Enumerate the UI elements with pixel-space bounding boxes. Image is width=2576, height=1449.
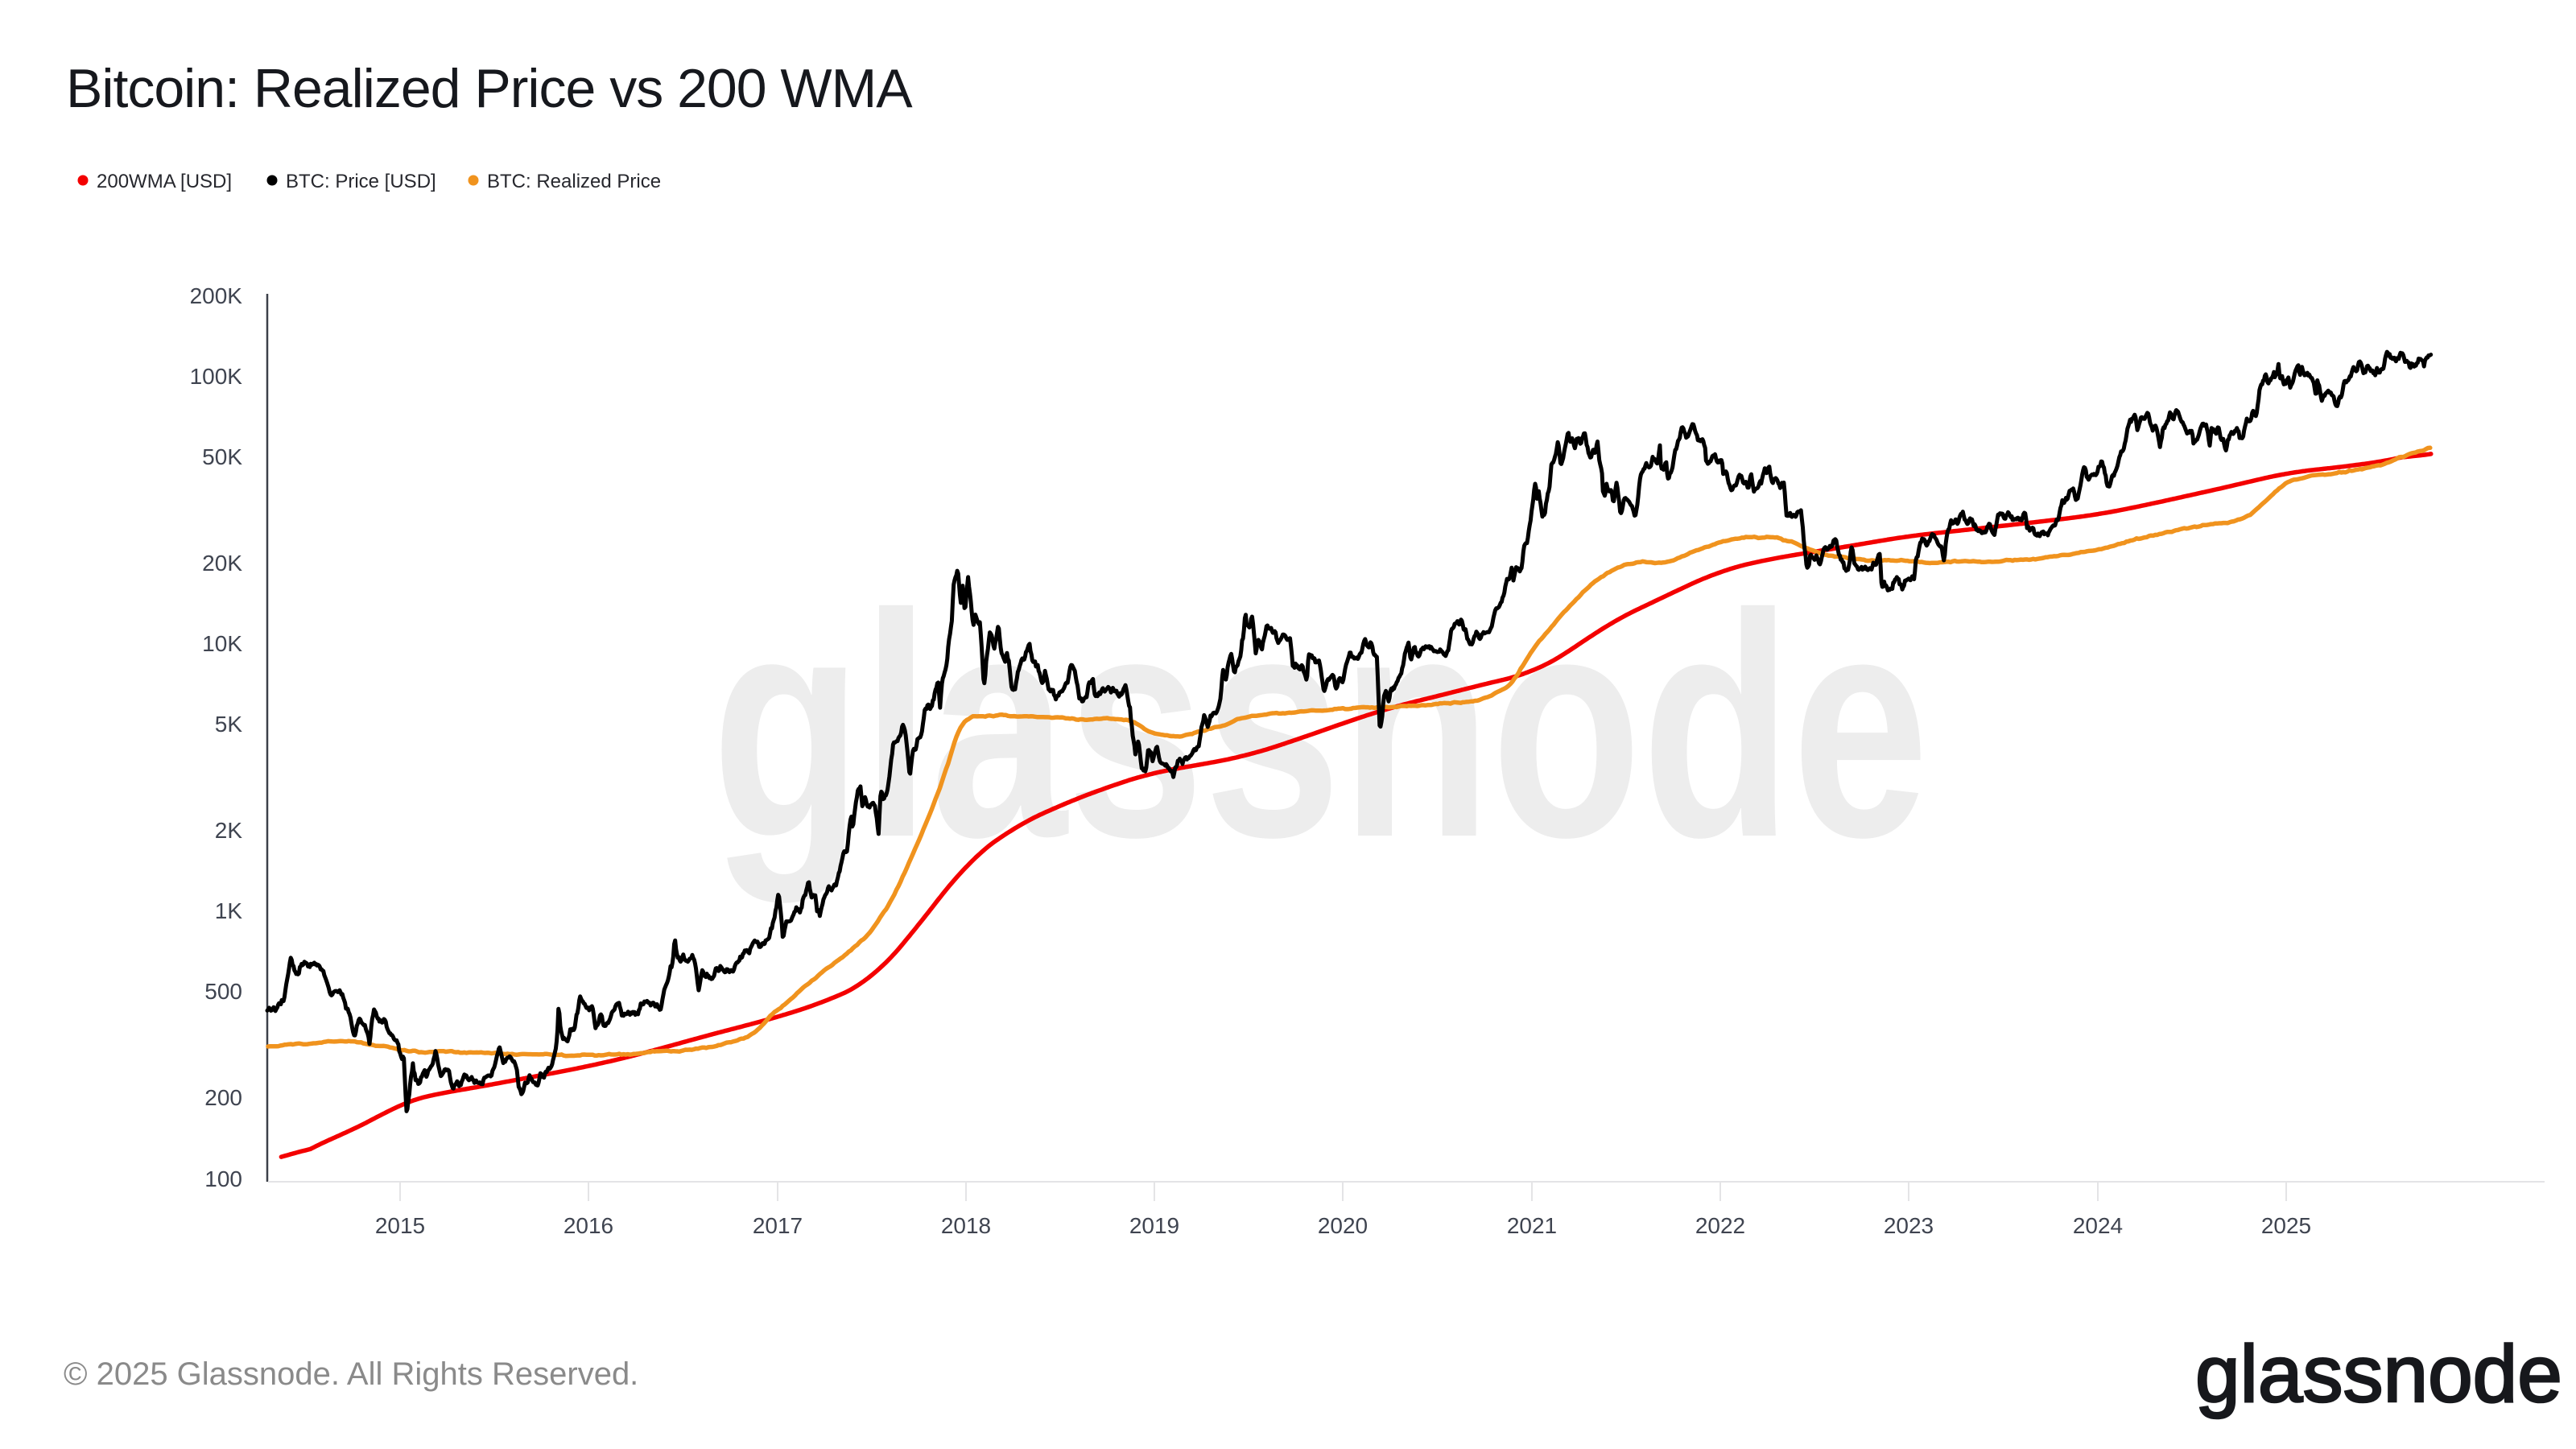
svg-text:1K: 1K <box>215 898 243 923</box>
svg-text:2019: 2019 <box>1129 1213 1179 1238</box>
svg-text:2018: 2018 <box>941 1213 991 1238</box>
svg-text:50K: 50K <box>202 444 242 469</box>
svg-text:200K: 200K <box>190 283 243 308</box>
svg-text:© 2025 Glassnode. All Rights R: © 2025 Glassnode. All Rights Reserved. <box>64 1356 638 1392</box>
svg-text:2016: 2016 <box>564 1213 613 1238</box>
svg-text:500: 500 <box>204 979 242 1004</box>
svg-text:5K: 5K <box>215 712 243 737</box>
svg-text:BTC: Price [USD]: BTC: Price [USD] <box>286 171 436 192</box>
svg-text:2021: 2021 <box>1507 1213 1557 1238</box>
svg-text:100K: 100K <box>190 364 243 389</box>
svg-text:2K: 2K <box>215 818 243 843</box>
svg-text:glassnode: glassnode <box>2195 1329 2562 1419</box>
svg-text:20K: 20K <box>202 551 242 576</box>
svg-text:2024: 2024 <box>2073 1213 2123 1238</box>
svg-text:2017: 2017 <box>753 1213 803 1238</box>
svg-text:10K: 10K <box>202 631 242 656</box>
svg-text:BTC: Realized Price: BTC: Realized Price <box>487 171 661 192</box>
svg-text:200: 200 <box>204 1085 242 1110</box>
svg-text:2020: 2020 <box>1318 1213 1368 1238</box>
svg-text:2023: 2023 <box>1884 1213 1934 1238</box>
svg-text:200WMA [USD]: 200WMA [USD] <box>97 171 232 192</box>
svg-text:Bitcoin: Realized Price vs 200: Bitcoin: Realized Price vs 200 WMA <box>66 58 913 119</box>
svg-text:2015: 2015 <box>375 1213 425 1238</box>
svg-text:2025: 2025 <box>2261 1213 2311 1238</box>
svg-text:100: 100 <box>204 1166 242 1191</box>
svg-text:glassnode: glassnode <box>712 547 1929 905</box>
svg-text:2022: 2022 <box>1695 1213 1745 1238</box>
